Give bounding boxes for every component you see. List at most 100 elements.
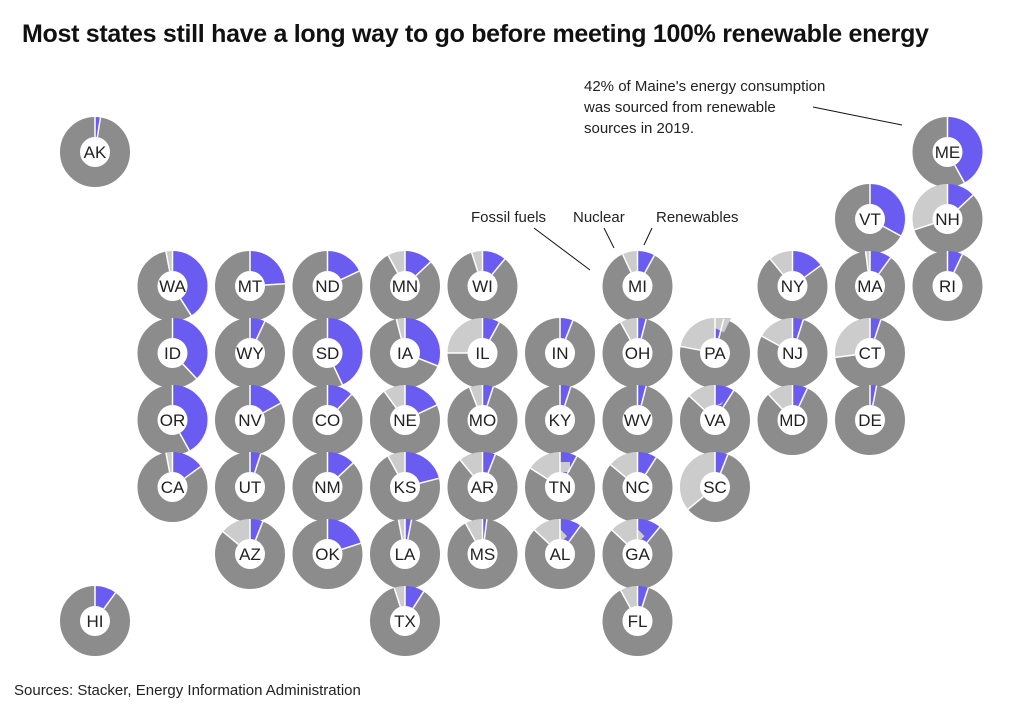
donut-wy-separator xyxy=(255,321,266,340)
donut-ma: MA xyxy=(835,251,905,321)
donut-ri-label: RI xyxy=(939,277,956,296)
donut-la-separator xyxy=(407,519,413,540)
donut-nh-separator xyxy=(913,222,934,231)
maine-annotation-leader xyxy=(812,106,903,126)
donut-wi-separator xyxy=(491,258,506,275)
donut-in-label: IN xyxy=(552,344,569,363)
donut-hi-separator xyxy=(103,592,117,610)
donut-pa-separator xyxy=(718,318,725,339)
donut-nj-label: NJ xyxy=(782,344,803,363)
donut-ar-separator xyxy=(459,459,474,476)
donut-md: MD xyxy=(757,385,828,455)
donut-id-separator xyxy=(182,363,198,380)
donut-mn-fossil-segment xyxy=(370,251,440,321)
donut-ct-separator xyxy=(873,319,882,339)
legend-fossil-label: Fossil fuels xyxy=(471,209,546,226)
donut-mi-label: MI xyxy=(628,277,647,296)
donut-sd-separator xyxy=(333,366,344,385)
donut-vt-label: VT xyxy=(859,210,881,229)
donut-ga-separator xyxy=(646,526,661,543)
donut-oh-fossil-segment xyxy=(602,318,673,388)
donut-mn-separator xyxy=(387,254,399,274)
donut-ca-separator xyxy=(165,452,171,473)
donut-co: CO xyxy=(292,385,363,455)
donut-az: AZ xyxy=(215,519,285,589)
donut-al-separator xyxy=(568,525,582,543)
donut-mn-label: MN xyxy=(392,277,418,296)
donut-wa-separator xyxy=(179,298,192,316)
donut-tn-separator xyxy=(530,467,548,480)
donut-ar-fossil-segment xyxy=(447,452,518,522)
donut-tx-fossil-segment xyxy=(370,586,440,656)
maine-annotation-line-2: was sourced from renewable xyxy=(583,99,776,116)
donut-ms-fossil-segment xyxy=(447,519,518,589)
donut-mt-separator xyxy=(264,283,285,286)
donut-vt-separator xyxy=(882,225,902,237)
donut-ct-separator xyxy=(835,354,856,359)
donut-ma-separator xyxy=(864,251,869,272)
donut-az-label: AZ xyxy=(239,545,261,564)
donut-sc-label: SC xyxy=(703,478,727,497)
donut-ky: KY xyxy=(525,385,595,455)
donut-ct-label: CT xyxy=(859,344,882,363)
legend-nuclear-leader xyxy=(603,227,615,249)
donut-al: AL xyxy=(525,519,595,589)
donut-wa: WA xyxy=(137,251,208,321)
donut-ms-label: MS xyxy=(470,545,496,564)
donut-ne-separator xyxy=(418,404,437,415)
donut-ak-separator xyxy=(96,117,102,138)
donut-ny: NY xyxy=(757,251,828,321)
donut-wi-separator xyxy=(470,252,479,272)
donut-nc-separator xyxy=(644,457,657,475)
donut-ne-label: NE xyxy=(393,411,417,430)
donut-nc: NC xyxy=(602,452,673,522)
donut-sd-label: SD xyxy=(316,344,340,363)
donut-ia-fossil-segment xyxy=(370,318,440,388)
donut-nm-separator xyxy=(337,462,354,478)
donut-ca-separator xyxy=(184,465,202,479)
donut-mi-separator xyxy=(644,254,656,274)
donut-nd-label: ND xyxy=(315,277,340,296)
donut-sd: SD xyxy=(292,318,363,388)
donut-mt-label: MT xyxy=(238,277,263,296)
donut-ok-separator xyxy=(341,542,362,551)
donut-ks: KS xyxy=(370,452,440,522)
donut-ar-label: AR xyxy=(471,478,495,497)
donut-ak-label: AK xyxy=(84,143,107,162)
donut-va-label: VA xyxy=(704,411,726,430)
donut-ct: CT xyxy=(835,318,905,388)
donut-ut-separator xyxy=(253,453,262,473)
donut-ky-label: KY xyxy=(549,411,572,430)
donut-layer: AK ME VT NH WA MT ND MN WI MI NY MA RI ID WY SD IA IL IN OH… xyxy=(60,117,983,656)
donut-me-label: ME xyxy=(935,143,961,162)
donut-ri-separator xyxy=(953,254,964,273)
donut-ny-label: NY xyxy=(781,277,805,296)
legend-nuclear-label: Nuclear xyxy=(573,209,625,226)
donut-sc-separator xyxy=(687,495,704,510)
donut-nd-separator xyxy=(340,270,360,281)
donut-ia: IA xyxy=(370,318,440,388)
donut-ga-fossil-segment xyxy=(602,519,673,589)
donut-ma-label: MA xyxy=(857,277,883,296)
donut-sc-separator xyxy=(719,454,729,474)
donut-pa: PA xyxy=(680,318,750,388)
donut-ms-separator xyxy=(464,522,476,542)
donut-nv: NV xyxy=(215,385,285,455)
donut-oh-label: OH xyxy=(625,344,651,363)
donut-ia-separator xyxy=(418,357,438,367)
donut-la-separator xyxy=(397,519,403,540)
donut-mn: MN xyxy=(370,251,440,321)
donut-fl: FL xyxy=(602,586,673,656)
donut-wv-separator xyxy=(640,385,647,406)
donut-tx-label: TX xyxy=(394,612,416,631)
donut-tn-separator xyxy=(566,455,578,475)
donut-az-fossil-segment xyxy=(215,519,285,589)
donut-ri: RI xyxy=(912,251,983,321)
donut-nj-separator xyxy=(796,319,805,339)
donut-wy: WY xyxy=(215,318,285,388)
donut-ut: UT xyxy=(215,452,285,522)
donut-va: VA xyxy=(680,385,750,455)
donut-vt: VT xyxy=(835,184,905,254)
donut-ny-fossil-segment xyxy=(757,251,828,321)
donut-il-separator xyxy=(489,321,501,341)
